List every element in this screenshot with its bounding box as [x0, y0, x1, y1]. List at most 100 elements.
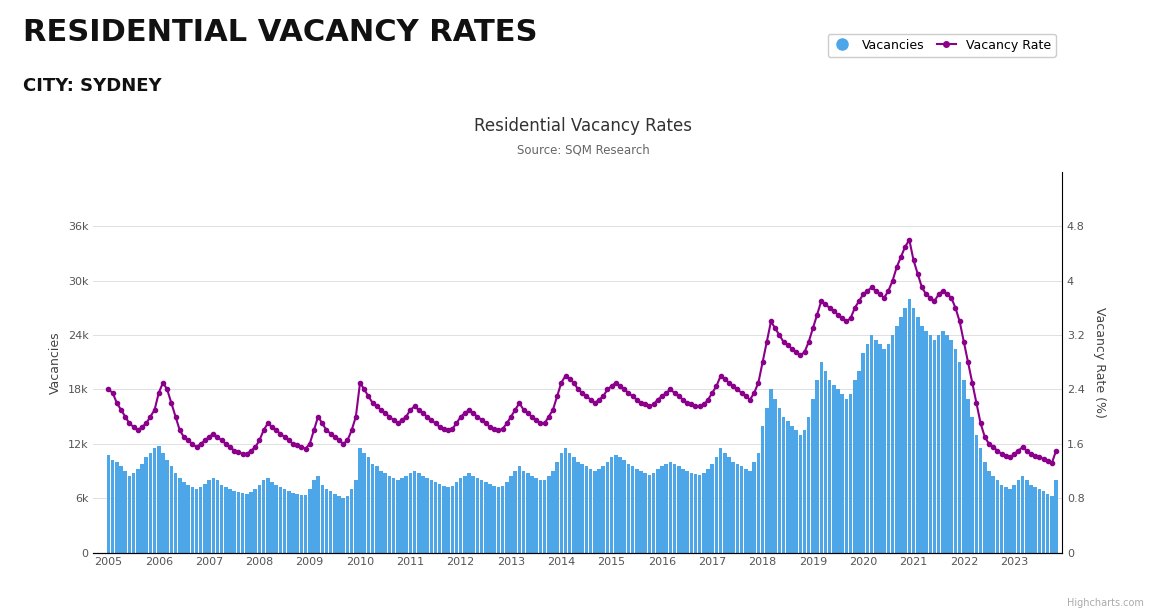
Bar [316, 476, 320, 553]
Bar [576, 462, 580, 553]
Bar [396, 480, 399, 553]
Bar [258, 484, 261, 553]
Bar [811, 398, 815, 553]
Bar [580, 464, 584, 553]
Bar [379, 471, 383, 553]
Bar [543, 480, 546, 553]
Bar [153, 448, 156, 553]
Bar [363, 453, 366, 553]
Bar [962, 381, 965, 553]
Bar [1029, 484, 1033, 553]
Bar [559, 453, 564, 553]
Bar [643, 473, 647, 553]
Bar [724, 453, 727, 553]
Bar [1033, 488, 1037, 553]
Bar [727, 457, 731, 553]
Bar [706, 469, 710, 553]
Bar [463, 476, 467, 553]
Bar [627, 464, 630, 553]
Bar [279, 488, 282, 553]
Bar [308, 489, 312, 553]
Bar [853, 381, 857, 553]
Bar [400, 478, 404, 553]
Bar [274, 484, 278, 553]
Bar [992, 476, 995, 553]
Bar [785, 421, 790, 553]
Bar [899, 317, 903, 553]
Bar [614, 455, 617, 553]
Bar [342, 498, 345, 553]
Bar [287, 491, 291, 553]
Bar [148, 453, 152, 553]
Bar [1013, 484, 1016, 553]
Bar [240, 493, 244, 553]
Y-axis label: Vacancy Rate (%): Vacancy Rate (%) [1092, 307, 1105, 418]
Bar [177, 478, 182, 553]
Bar [564, 448, 567, 553]
Bar [866, 344, 869, 553]
Text: Source: SQM Research: Source: SQM Research [517, 144, 650, 157]
Text: RESIDENTIAL VACANCY RATES: RESIDENTIAL VACANCY RATES [23, 18, 538, 47]
Bar [534, 478, 538, 553]
Bar [413, 471, 417, 553]
Bar [501, 486, 504, 553]
Bar [492, 486, 496, 553]
Bar [669, 462, 672, 553]
Bar [405, 476, 408, 553]
Bar [392, 478, 396, 553]
Bar [598, 469, 601, 553]
Bar [303, 495, 307, 553]
Bar [920, 326, 924, 553]
Bar [714, 457, 718, 553]
Bar [572, 457, 575, 553]
Bar [229, 489, 232, 553]
Bar [547, 476, 551, 553]
Bar [798, 435, 802, 553]
Bar [924, 330, 928, 553]
Bar [648, 475, 651, 553]
Bar [837, 389, 840, 553]
Bar [195, 489, 198, 553]
Bar [324, 489, 328, 553]
Bar [987, 471, 991, 553]
Bar [958, 362, 962, 553]
Bar [819, 362, 823, 553]
Bar [664, 464, 668, 553]
Bar [887, 344, 890, 553]
Bar [555, 462, 559, 553]
Bar [827, 381, 831, 553]
Bar [232, 491, 236, 553]
Bar [434, 482, 438, 553]
Bar [526, 473, 530, 553]
Bar [480, 480, 483, 553]
Bar [635, 469, 638, 553]
Bar [455, 482, 459, 553]
Bar [1016, 480, 1020, 553]
Bar [971, 417, 974, 553]
Bar [769, 389, 773, 553]
Bar [790, 426, 794, 553]
Bar [1004, 488, 1007, 553]
Bar [966, 398, 970, 553]
Bar [761, 426, 764, 553]
Bar [169, 467, 173, 553]
Bar [1025, 480, 1028, 553]
Bar [677, 467, 680, 553]
Y-axis label: Vacancies: Vacancies [49, 331, 62, 394]
Bar [795, 430, 798, 553]
Bar [119, 467, 123, 553]
Bar [774, 398, 777, 553]
Bar [551, 471, 554, 553]
Bar [137, 469, 140, 553]
Text: Residential Vacancy Rates: Residential Vacancy Rates [475, 117, 692, 135]
Bar [840, 394, 844, 553]
Bar [568, 453, 572, 553]
Bar [945, 335, 949, 553]
Bar [874, 340, 878, 553]
Bar [438, 484, 441, 553]
Bar [442, 486, 446, 553]
Bar [740, 467, 743, 553]
Bar [203, 484, 207, 553]
Bar [312, 480, 316, 553]
Bar [429, 480, 433, 553]
